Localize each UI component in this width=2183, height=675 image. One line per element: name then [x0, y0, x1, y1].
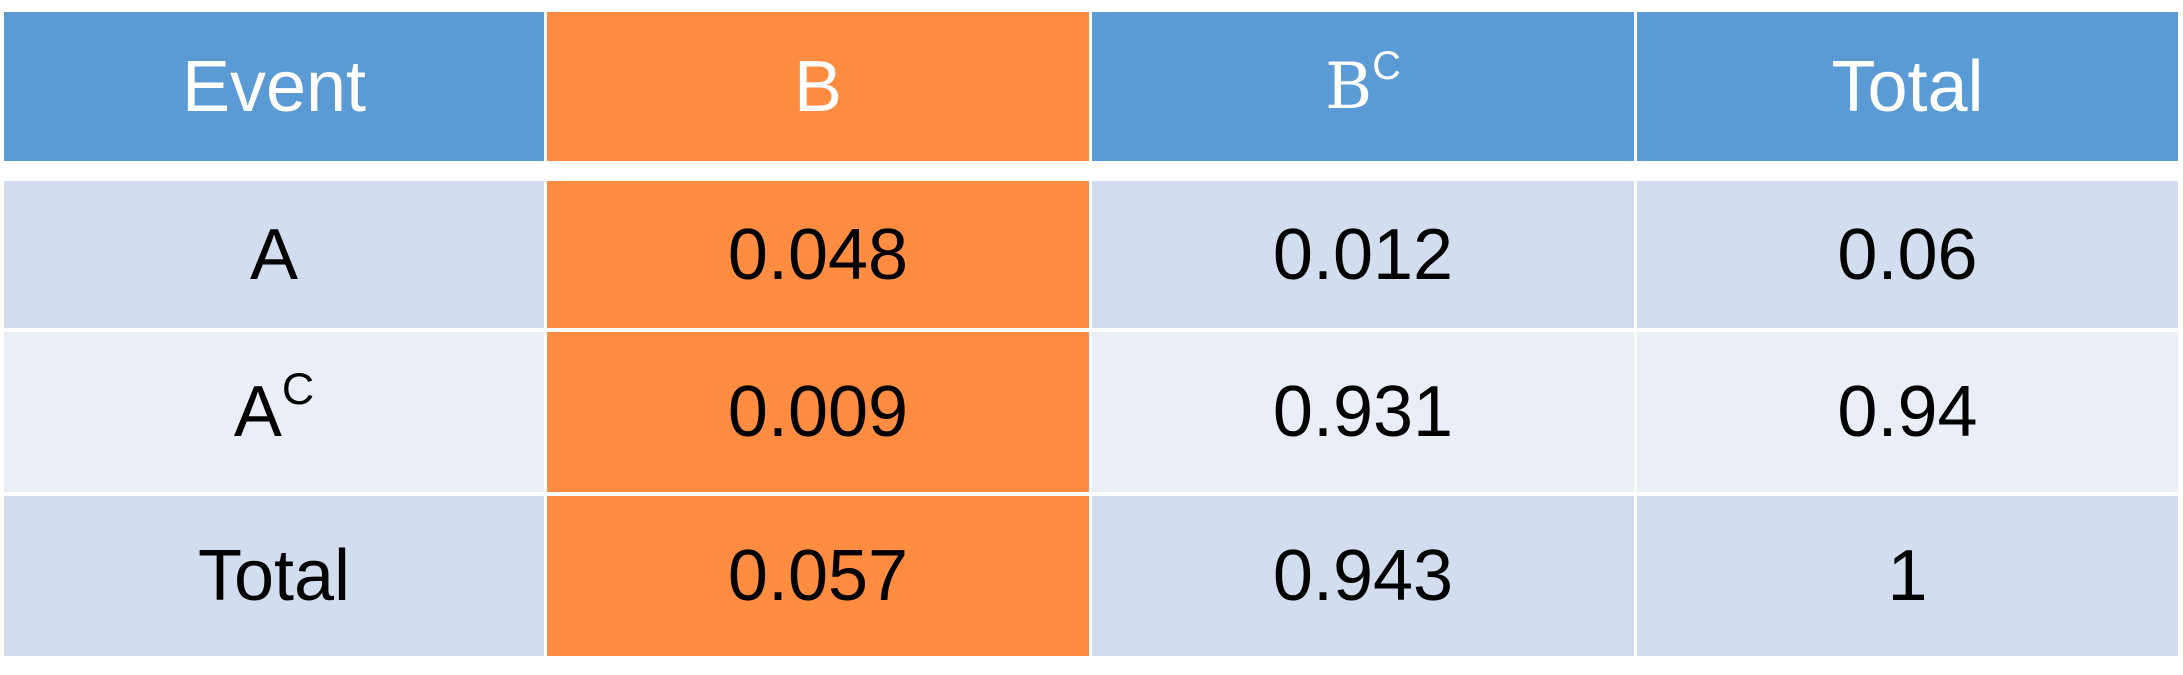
header-b-complement-sup: C [1372, 44, 1401, 89]
row-ac-label-sup: C [281, 365, 315, 415]
row-a-total: 0.06 [1637, 181, 2178, 328]
row-ac-bc-value: 0.931 [1272, 372, 1454, 452]
row-a-total-value: 0.06 [1837, 214, 1978, 295]
row-ac-label-base: A [233, 372, 282, 452]
header-b-complement: BC [1092, 12, 1634, 161]
row-ac-total: 0.94 [1637, 332, 2178, 492]
row-a-label: A [4, 181, 544, 328]
row-total-b-value: 0.057 [727, 536, 909, 616]
probability-table: Event B BC Total A 0.048 0.012 0.06 AC 0… [4, 12, 2178, 656]
header-total-label: Total [1831, 46, 1984, 127]
row-a-bc: 0.012 [1092, 181, 1634, 328]
header-total: Total [1637, 12, 2178, 161]
row-ac-b-value: 0.009 [727, 372, 909, 452]
header-event-label: Event [181, 46, 367, 127]
row-ac-total-value: 0.94 [1837, 372, 1978, 452]
row-total-b: 0.057 [547, 496, 1089, 656]
header-b-complement-base: B [1325, 49, 1373, 124]
row-a-bc-value: 0.012 [1272, 214, 1454, 295]
row-total-total-value: 1 [1887, 536, 1928, 616]
row-total-label-text: Total [197, 536, 351, 616]
header-b-label: B [793, 46, 843, 127]
header-b: B [547, 12, 1089, 161]
row-total-label: Total [4, 496, 544, 656]
row-ac-b: 0.009 [547, 332, 1089, 492]
row-a-label-text: A [249, 214, 299, 295]
row-ac-bc: 0.931 [1092, 332, 1634, 492]
row-a-b-value: 0.048 [727, 214, 909, 295]
row-ac-label-text: AC [233, 367, 314, 453]
header-b-complement-label: BC [1325, 46, 1401, 124]
row-a-b: 0.048 [547, 181, 1089, 328]
row-total-bc: 0.943 [1092, 496, 1634, 656]
row-ac-label: AC [4, 332, 544, 492]
row-total-bc-value: 0.943 [1272, 536, 1454, 616]
header-event: Event [4, 12, 544, 161]
row-total-total: 1 [1637, 496, 2178, 656]
